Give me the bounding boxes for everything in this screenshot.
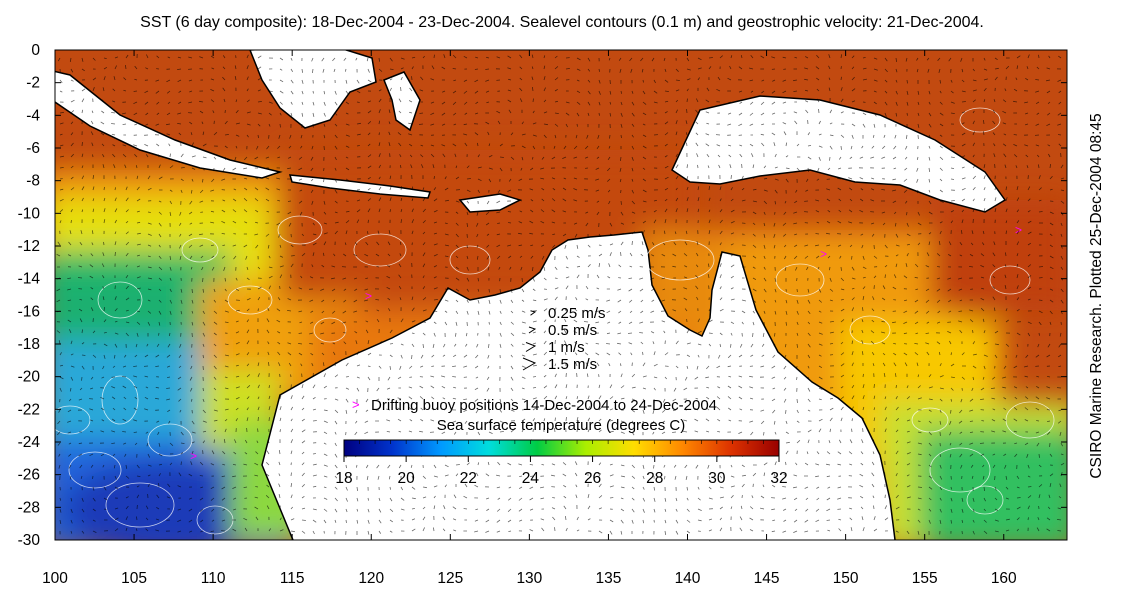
- x-tick-label: 150: [833, 570, 859, 587]
- x-tick-label: 155: [912, 570, 938, 587]
- contour-line: [55, 405, 91, 435]
- y-tick-label: -6: [26, 140, 40, 157]
- contour-line: [775, 263, 825, 297]
- x-tick-label: 135: [596, 570, 622, 587]
- colorbar-tick-label: 30: [708, 470, 726, 487]
- velocity-legend-label: 1 m/s: [548, 339, 585, 356]
- x-tick-label: 115: [280, 570, 305, 587]
- contour-line: [1005, 401, 1055, 439]
- velocity-legend-arrow: [530, 310, 537, 316]
- y-tick-label: -14: [18, 271, 41, 288]
- sealevel-contours: [55, 107, 1055, 535]
- x-tick-label: 120: [358, 570, 384, 587]
- x-tick-label: 100: [42, 570, 68, 587]
- contour-line: [875, 135, 925, 165]
- contour-line: [989, 265, 1031, 295]
- colorbar-tick-label: 26: [584, 470, 601, 487]
- svg-text:>: >: [365, 289, 372, 303]
- y-tick-label: -8: [26, 173, 40, 190]
- colorbar-tick-label: 18: [335, 470, 352, 487]
- contour-line: [277, 215, 323, 245]
- contour-line: [68, 451, 122, 489]
- colorbar-ticks: 18 20 22 24 26 28 30 32: [335, 440, 788, 487]
- map-title: SST (6 day composite): 18-Dec-2004 - 23-…: [140, 14, 984, 31]
- plot-frame: [54, 49, 1068, 541]
- colorbar-tick-label: 28: [646, 470, 663, 487]
- svg-text:>: >: [190, 449, 197, 463]
- java-sumatra: [55, 70, 283, 179]
- sst-field-blobs: [55, 150, 1067, 540]
- y-tick-label: -30: [18, 532, 41, 549]
- colorbar-tick-label: 32: [770, 470, 787, 487]
- velocity-legend-label: 0.25 m/s: [548, 305, 606, 322]
- contour-line: [181, 237, 219, 263]
- velocity-legend-arrow: [522, 357, 537, 371]
- contour-line: [911, 407, 949, 433]
- colorbar-tick-label: 20: [398, 470, 416, 487]
- velocity-vectors: [56, 53, 1065, 535]
- y-tick-label: -24: [18, 434, 41, 451]
- buoy-legend: > Drifting buoy positions 14-Dec-2004 to…: [352, 397, 717, 414]
- land: [55, 50, 1007, 540]
- x-tick-label: 110: [201, 570, 226, 587]
- colorbar-title: Sea surface temperature (degrees C): [437, 417, 685, 434]
- timor: [458, 193, 523, 213]
- y-tick-label: -10: [18, 205, 41, 222]
- buoy-legend-label: Drifting buoy positions 14-Dec-2004 to 2…: [371, 397, 717, 414]
- x-axis: 100 105 110 115 120 125 130 135 140 145 150 155 160: [42, 50, 1017, 587]
- colorbar-tick-label: 22: [460, 470, 477, 487]
- lesser-sunda-islands: [288, 174, 431, 199]
- svg-text:>: >: [820, 247, 827, 261]
- y-axis: 0 -2 -4 -6 -8 -10 -12 -14 -16 -18 -20 -22 -24 -26 -28 -…: [18, 42, 1067, 549]
- colorbar: Sea surface temperature (degrees C) 18 20…: [335, 417, 787, 487]
- y-tick-label: -26: [18, 467, 40, 484]
- velocity-legend-label: 1.5 m/s: [548, 356, 597, 373]
- contour-line: [966, 485, 1004, 515]
- contour-line: [147, 423, 193, 457]
- x-tick-label: 125: [437, 570, 463, 587]
- contour-line: [227, 285, 273, 315]
- contour-line: [97, 281, 143, 319]
- buoy-markers: > > > >: [190, 223, 1022, 463]
- contour-line: [645, 239, 715, 281]
- x-tick-label: 105: [121, 570, 147, 587]
- y-tick-label: -18: [18, 336, 40, 353]
- y-tick-label: -20: [18, 369, 41, 386]
- velocity-legend-arrow: [528, 326, 537, 334]
- velocity-legend-label: 0.5 m/s: [548, 322, 597, 339]
- australia-landmass: [261, 231, 896, 540]
- contour-line: [105, 482, 175, 528]
- buoy-legend-marker: >: [352, 397, 360, 412]
- contour-line: [101, 375, 139, 425]
- contour-line: [545, 289, 575, 311]
- y-tick-label: -28: [18, 499, 40, 516]
- contour-line: [449, 245, 491, 275]
- svg-text:>: >: [1015, 223, 1022, 237]
- x-tick-label: 130: [516, 570, 542, 587]
- contour-line: [959, 107, 1001, 133]
- contour-line: [353, 233, 407, 267]
- y-tick-label: -2: [26, 75, 40, 92]
- contour-line: [929, 447, 991, 493]
- sulawesi: [383, 71, 421, 132]
- new-guinea: [671, 95, 1007, 213]
- y-tick-label: -22: [18, 401, 40, 418]
- colorbar-tick-label: 24: [522, 470, 540, 487]
- velocity-legend-arrow: [525, 342, 537, 352]
- contour-line: [849, 315, 891, 345]
- y-tick-label: 0: [31, 42, 40, 59]
- y-tick-label: -16: [18, 303, 40, 320]
- y-tick-label: -12: [18, 238, 40, 255]
- y-tick-label: -4: [26, 107, 40, 124]
- x-tick-label: 145: [754, 570, 780, 587]
- x-tick-label: 160: [991, 570, 1017, 587]
- x-tick-label: 140: [675, 570, 701, 587]
- contour-line: [313, 317, 347, 343]
- velocity-legend: 0.25 m/s0.5 m/s1 m/s1.5 m/s: [522, 305, 606, 373]
- velocity-vector: [56, 53, 1065, 535]
